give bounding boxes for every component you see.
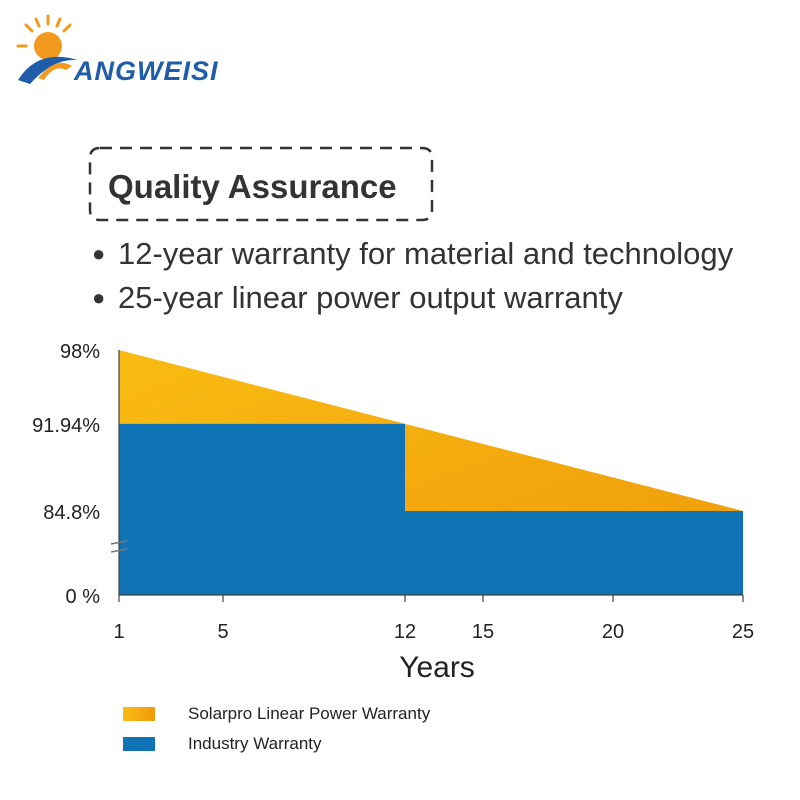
y-tick-label: 91.94% bbox=[32, 415, 100, 437]
legend-label: Solarpro Linear Power Warranty bbox=[188, 704, 431, 723]
swoosh-icon bbox=[18, 56, 78, 84]
y-tick-label: 84.8% bbox=[43, 502, 100, 524]
dashed-frame bbox=[88, 146, 434, 222]
x-tick-label: 5 bbox=[217, 621, 228, 643]
warranty-chart: 1 5 12 15 20 250 %84.8%91.94%98% Years bbox=[32, 341, 754, 684]
bullet-text: 25-year linear power output warranty bbox=[118, 280, 623, 315]
axis-break-mark bbox=[110, 548, 128, 553]
y-tick-label: 0 % bbox=[66, 586, 101, 608]
x-tick-label: 1 bbox=[113, 621, 124, 643]
bullet-item: ● 25-year linear power output warranty bbox=[92, 280, 623, 316]
legend-swatch bbox=[123, 737, 155, 751]
axis-break-mark bbox=[110, 540, 128, 545]
x-tick-label: 25 bbox=[732, 621, 754, 643]
quality-assurance-box: Quality Assurance bbox=[88, 146, 434, 222]
x-tick-label: 15 bbox=[472, 621, 494, 643]
sun-icon bbox=[16, 14, 72, 60]
x-tick-label: 20 bbox=[602, 621, 624, 643]
x-tick-label: 12 bbox=[394, 621, 416, 643]
bullet-dot: ● bbox=[92, 285, 106, 310]
x-axis-title: Years bbox=[399, 651, 475, 684]
company-logo: ANGWEISI bbox=[16, 14, 219, 86]
legend-label: Industry Warranty bbox=[188, 734, 322, 753]
bullet-dot: ● bbox=[92, 241, 106, 266]
bullet-text: 12-year warranty for material and techno… bbox=[118, 236, 734, 271]
legend-swatch bbox=[123, 707, 155, 721]
logo-text: ANGWEISI bbox=[73, 56, 219, 86]
section-title: Quality Assurance bbox=[108, 168, 397, 205]
figure-icon bbox=[38, 62, 72, 80]
series-industry-area bbox=[119, 423, 743, 595]
bullet-item: ● 12-year warranty for material and techn… bbox=[92, 236, 733, 272]
y-tick-label: 98% bbox=[60, 341, 100, 363]
